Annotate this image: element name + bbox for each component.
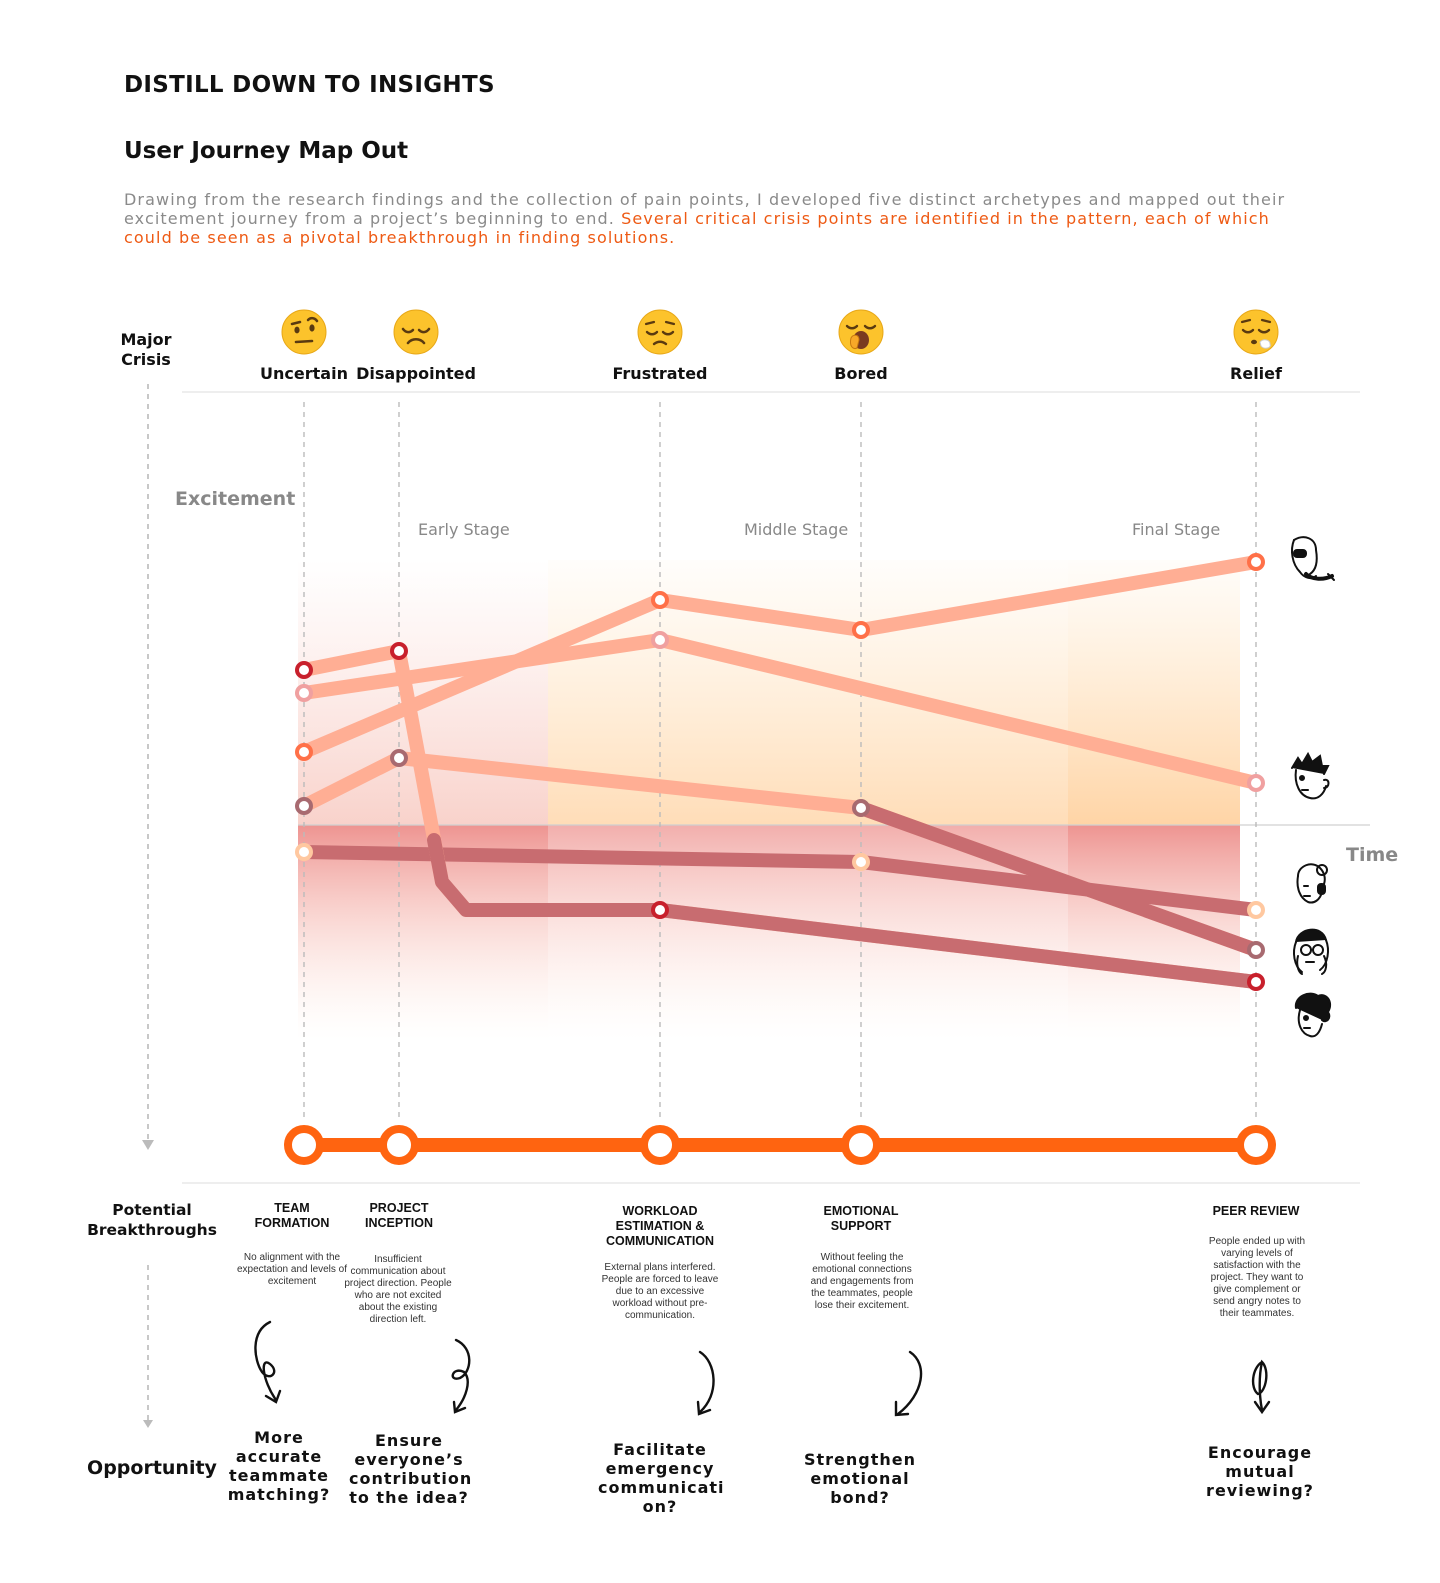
point-line1-frustrated [651,591,669,609]
point-line3-disappointed [390,749,408,767]
breakthrough-title-4: EMOTIONAL SUPPORT [823,1204,899,1233]
crisis-axis-arrowhead [142,1140,154,1150]
curly-arrow-5-icon [1251,1359,1271,1415]
point-line2-end [1247,774,1265,792]
point-line5-start [295,661,313,679]
major-crisis-label: Major Crisis [104,330,188,370]
opportunity-2: Ensure everyone’s contribution to the id… [349,1431,473,1507]
point-line5-end [1247,973,1265,991]
point-line3-start [295,797,313,815]
stage-early: Early Stage [418,520,510,539]
point-line1-start [295,743,313,761]
disappointed-face-icon [393,309,439,355]
breakthrough-title-3: WORKLOAD ESTIMATION & COMMUNICATION [605,1204,715,1248]
curly-arrow-2-icon [451,1338,471,1414]
curly-arrow-1-icon [254,1320,282,1404]
time-axis-label: Time [1346,844,1399,866]
archetype-bun-headphones-avatar-icon [1296,863,1328,904]
curly-arrow-3-icon [696,1350,715,1416]
yawning-face-icon [838,309,884,355]
potential-breakthroughs-text: Potential Breakthroughs [87,1201,217,1239]
point-line2-frustrated [651,631,669,649]
relieved-sigh-face-icon [1233,309,1279,355]
emotion-disappointed: Disappointed [346,308,486,383]
point-line1-end [1247,553,1265,571]
breakthrough-title-5: PEER REVIEW [1212,1204,1300,1218]
emotion-uncertain-label: Uncertain [260,364,348,383]
point-line5-disappointed [390,642,408,660]
archetype-cap-glasses-avatar-icon [1293,928,1329,975]
breakthrough-desc-4: Without feeling the emotional connection… [810,1252,914,1311]
opportunity-5: Encourage mutual reviewing? [1206,1443,1314,1500]
stage-middle: Middle Stage [744,520,849,539]
timeline-nodes [284,1125,1276,1165]
intro-highlight: Several critical crisis points are ident… [124,209,1270,247]
page-title: User Journey Map Out [124,138,409,164]
emotion-frustrated-label: Frustrated [612,364,708,383]
emotion-frustrated: Frustrated [590,308,730,383]
emotion-bored-label: Bored [834,364,888,383]
opportunity-axis-arrowhead [143,1420,153,1428]
timeline-node-disappointed[interactable] [379,1125,419,1165]
emotion-bored: Bored [791,308,931,383]
emotion-relief: Relief [1186,308,1326,383]
point-line4-start [295,843,313,861]
point-line3-bored [852,799,870,817]
breakthrough-desc-3: External plans interfered. People are fo… [601,1262,719,1321]
point-line4-bored [852,853,870,871]
raised-eyebrow-face-icon [281,309,327,355]
timeline-node-uncertain[interactable] [284,1125,324,1165]
opportunity-3: Facilitate emergency communicati on? [598,1440,725,1516]
timeline-node-bored[interactable] [841,1125,881,1165]
point-line3-end [1247,941,1265,959]
emotion-relief-label: Relief [1230,364,1282,383]
potential-breakthroughs-label: Potential Breakthroughs [74,1200,230,1240]
major-crisis-text: Major Crisis [120,330,172,369]
archetypes [1291,536,1335,1038]
emotion-uncertain: Uncertain [234,308,374,383]
archetype-sunglasses-avatar-icon [1291,536,1335,581]
point-line4-end [1247,901,1265,919]
journey-points [295,553,1265,991]
point-line2-start [295,684,313,702]
curly-arrow-4-icon [894,1350,923,1417]
section-title: DISTILL DOWN TO INSIGHTS [124,72,495,98]
breakthrough-title-1: TEAM FORMATION [254,1201,330,1230]
opportunity-4: Strengthen emotional bond? [803,1450,917,1507]
pensive-face-icon [637,309,683,355]
journey-line-5b [427,833,1263,989]
bg-final-upper [1068,560,1240,825]
intro-text: Drawing from the research findings and t… [124,190,1286,228]
archetype-spiky-hair-avatar-icon [1291,751,1330,800]
stage-final: Final Stage [1132,520,1221,539]
archetype-curly-hair-avatar-icon [1294,992,1332,1038]
point-line1-bored [852,621,870,639]
intro-paragraph: Drawing from the research findings and t… [124,190,1324,247]
breakthrough-title-2: PROJECT INCEPTION [364,1201,434,1230]
timeline-node-relief[interactable] [1236,1125,1276,1165]
opportunity-label: Opportunity [87,1457,217,1479]
journey-line-1 [297,555,1263,759]
emotion-disappointed-label: Disappointed [356,364,476,383]
breakthrough-desc-1: No alignment with the expectation and le… [236,1252,348,1287]
point-line5-frustrated [651,901,669,919]
excitement-axis-label: Excitement [175,488,296,510]
opportunity-1: More accurate teammate matching? [227,1428,331,1504]
breakthrough-desc-5: People ended up with varying levels of s… [1208,1236,1306,1319]
down-arrows [254,1320,1271,1417]
breakthrough-desc-2: Insufficient communication about project… [344,1254,452,1325]
timeline-node-frustrated[interactable] [640,1125,680,1165]
